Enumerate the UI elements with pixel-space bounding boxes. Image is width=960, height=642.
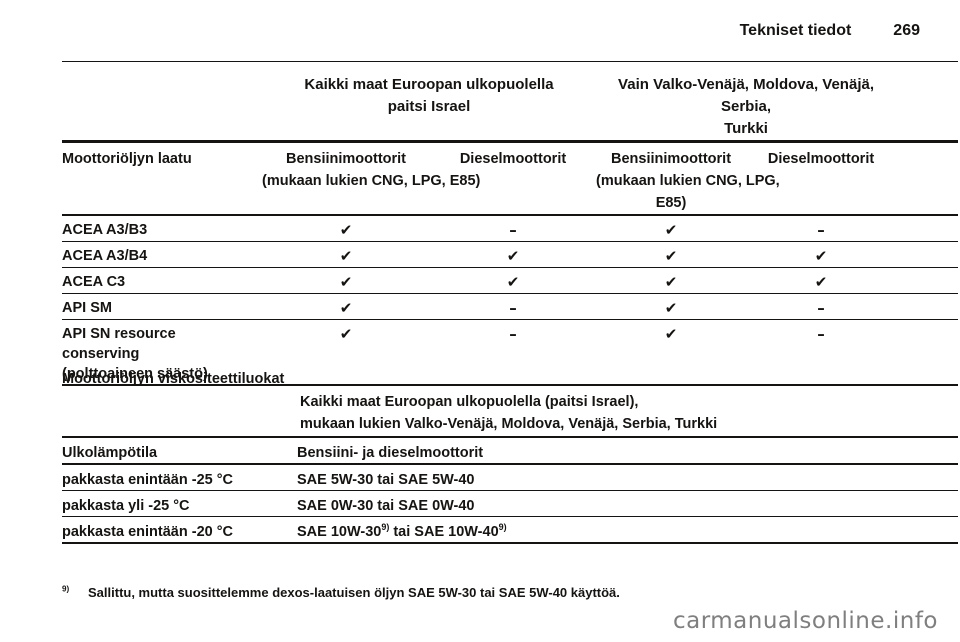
cell-value: – [509,221,517,239]
group-header-line: paitsi Israel [387,98,471,115]
cell-value: ✔ [664,272,678,291]
cell-value: ✔ [664,221,678,239]
col-header-title: Dieselmoottorit [459,151,567,167]
cell-value: – [817,324,825,343]
cell-value: ✔ [664,246,678,265]
scope-line: Kaikki maat Euroopan ulkopuolella (paits… [300,394,639,410]
page-title: Tekniset tiedot [739,22,852,39]
sae-grade-part: SAE 10W-30 [297,524,382,540]
cell-value: ✔ [339,272,353,291]
cell-value: ✔ [506,246,520,265]
table-row: ACEA C3 ✔ ✔ ✔ ✔ [62,267,959,293]
cell-value: – [509,324,517,343]
spacer-cell [896,215,958,241]
oil-spec-label: API SM [62,299,112,316]
cell-value: ✔ [506,272,520,291]
table-row: API SN resource conserving (polttoaineen… [62,319,959,385]
page-header: Tekniset tiedot 269 [740,22,920,40]
cell-value: ✔ [339,221,353,239]
footnote-ref: 9) [381,522,390,533]
sae-grade-part: tai SAE 10W-40 [389,524,499,540]
viscosity-table: Ulkolämpötila Bensiini- ja dieselmoottor… [62,436,958,544]
temperature-label: pakkasta enintään -20 °C [62,524,234,540]
label-line: conserving [62,345,140,362]
cell-value: – [817,221,825,239]
spacer-cell [896,293,958,319]
col-header-title: Bensiinimoottorit [285,151,407,167]
viscosity-scope: Kaikki maat Euroopan ulkopuolella (paits… [300,391,717,435]
cell-value: ✔ [339,298,353,317]
col-header-subtitle: E85) [655,195,687,211]
viscosity-header-row: Ulkolämpötila Bensiini- ja dieselmoottor… [62,437,958,464]
footnote-ref: 9) [498,522,507,533]
cell-value: ✔ [664,298,678,317]
spacer-cell [896,62,958,142]
empty-corner-cell [62,62,262,142]
label-line: (polttoaineen säästö) [62,365,208,382]
oil-spec-label: ACEA C3 [62,273,126,290]
cell-value: ✔ [814,272,828,291]
oil-quality-table: Kaikki maat Euroopan ulkopuolella paitsi… [62,61,959,386]
group-header-row: Kaikki maat Euroopan ulkopuolella paitsi… [62,62,959,142]
cell-value: ✔ [339,246,353,265]
spacer-cell [896,319,958,385]
cell-value: ✔ [664,324,678,343]
table-row: pakkasta enintään -25 °C SAE 5W-30 tai S… [62,464,958,491]
temperature-label: pakkasta yli -25 °C [62,498,190,514]
col-header-petrol-1: Bensiinimoottorit (mukaan lukien CNG, LP… [262,142,481,216]
cell-value: – [817,298,825,317]
oil-spec-label: API SN resource conserving (polttoaineen… [62,319,262,385]
footnote-marker: 9) [62,584,70,594]
group-header-line: Vain Valko-Venäjä, Moldova, Venäjä, Serb… [618,76,874,115]
group-header-russia-region: Vain Valko-Venäjä, Moldova, Venäjä, Serb… [596,62,896,142]
col-header-title: Dieselmoottorit [767,151,875,167]
group-header-line: Kaikki maat Euroopan ulkopuolella [304,76,554,93]
cell-value: – [509,298,517,317]
spacer-cell [896,267,958,293]
column-header-row: Moottoriöljyn laatu Bensiinimoottorit (m… [62,142,959,216]
col-header-subtitle: (mukaan lukien CNG, LPG, E85) [262,173,481,189]
scope-line: mukaan lukien Valko-Venäjä, Moldova, Ven… [300,416,718,432]
temperature-col-header: Ulkolämpötila [62,445,158,461]
group-header-outside-europe: Kaikki maat Euroopan ulkopuolella paitsi… [262,62,596,142]
col-header-subtitle: (mukaan lukien CNG, LPG, [596,173,780,189]
table-row: API SM ✔ – ✔ – [62,293,959,319]
footnote-text: Sallittu, mutta suosittelemme dexos-laat… [88,585,620,600]
sae-grade-value: SAE 10W-309) tai SAE 10W-409) [297,517,958,544]
oil-spec-label: ACEA A3/B4 [62,247,148,264]
cell-value: ✔ [814,246,828,265]
viscosity-heading: Moottoriöljyn viskositeettiluokat [62,371,285,387]
col-header-diesel-1: Dieselmoottorit [430,142,596,216]
sae-grade-value: SAE 5W-30 tai SAE 5W-40 [297,472,475,488]
spacer-cell [896,142,958,216]
label-line: API SN resource [62,325,176,342]
cell-value: ✔ [339,324,353,343]
group-header-line: Turkki [724,120,768,137]
footnote: 9) Sallittu, mutta suosittelemme dexos-l… [62,585,620,600]
sae-grade-value: SAE 0W-30 tai SAE 0W-40 [297,498,475,514]
oil-spec-label: ACEA A3/B3 [62,222,148,238]
spacer-cell [896,241,958,267]
table-row: pakkasta enintään -20 °C SAE 10W-309) ta… [62,517,958,544]
col-header-diesel-2: Dieselmoottorit [746,142,896,216]
table-row: ACEA A3/B3 ✔ – ✔ – [62,215,959,241]
row-label-header: Moottoriöljyn laatu [62,151,192,167]
table-row: ACEA A3/B4 ✔ ✔ ✔ ✔ [62,241,959,267]
page-number: 269 [893,22,920,39]
col-header-petrol-2: Bensiinimoottorit (mukaan lukien CNG, LP… [596,142,780,216]
engines-col-header: Bensiini- ja dieselmoottorit [297,445,484,461]
temperature-label: pakkasta enintään -25 °C [62,472,234,488]
watermark: carmanualsonline.info [672,608,938,634]
col-header-title: Bensiinimoottorit [611,151,732,167]
table-row: pakkasta yli -25 °C SAE 0W-30 tai SAE 0W… [62,491,958,517]
